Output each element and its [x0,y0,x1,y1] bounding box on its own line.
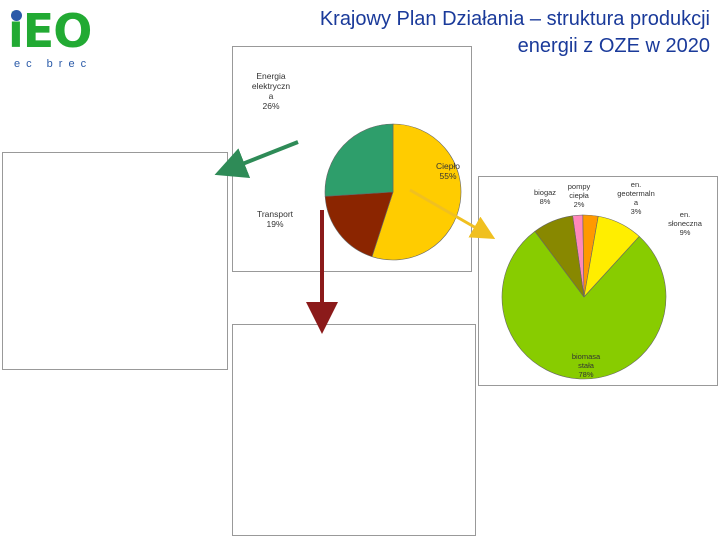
page-title: Krajowy Plan Działania – struktura produ… [190,6,710,60]
slice-percent-heat-0: 2% [574,200,585,209]
slice-percent-heat-1: 3% [631,207,642,216]
pie-slice-heat-4 [534,215,585,298]
logo-dot [11,10,22,21]
title-line-1: Krajowy Plan Działania – struktura produ… [319,8,710,30]
logo-subtitle: ec brec [14,58,93,70]
slice-percent-main-0: 26% [262,101,279,111]
title-line-2: energii z OZE w 2020 [517,35,710,57]
main-pie-chart: Energia elektryczn a 26% Ciepło 55% Transport 1… [252,71,462,261]
slice-label-heat-1: en. geotermaln a 3% [617,180,655,216]
pie-slice-main-0 [324,123,394,197]
slice-label-heat-0: pompy ciepła 2% [568,182,591,209]
electricity-pie-chart [3,153,229,371]
slice-percent-heat-4: 8% [540,197,551,206]
slice-label-main-1: Ciepło 55% [436,161,460,181]
slice-percent-heat-3: 78% [578,370,593,379]
slice-label-heat-2: en. słoneczna 9% [668,210,703,237]
slice-label-heat-4: biogaz 8% [534,188,556,206]
transport-pie-chart [233,325,477,537]
slice-label-heat-3: biomasa stała 78% [572,352,601,379]
main-chart-panel: Energia elektryczn a 26% Ciepło 55% Transport 1… [232,46,472,272]
electricity-chart-panel [2,152,228,370]
pie-slice-main-2 [324,191,394,258]
transport-chart-panel [232,324,476,536]
pie-slice-heat-3 [501,230,667,380]
logo-mark: iEO [8,4,92,58]
ieo-logo: iEO ec brec [8,8,118,70]
slice-label-main-2: Transport 19% [257,209,294,229]
slice-percent-heat-2: 9% [680,228,691,237]
slice-label-main-0: Energia elektryczn a 26% [252,71,291,111]
heat-chart-panel: pompy ciepła 2% en. geotermaln a 3% en. słoneczn… [478,176,718,386]
heat-pie-chart: pompy ciepła 2% en. geotermaln a 3% en. słoneczn… [501,180,703,380]
slice-percent-main-1: 55% [439,171,456,181]
slice-percent-main-2: 19% [266,219,283,229]
